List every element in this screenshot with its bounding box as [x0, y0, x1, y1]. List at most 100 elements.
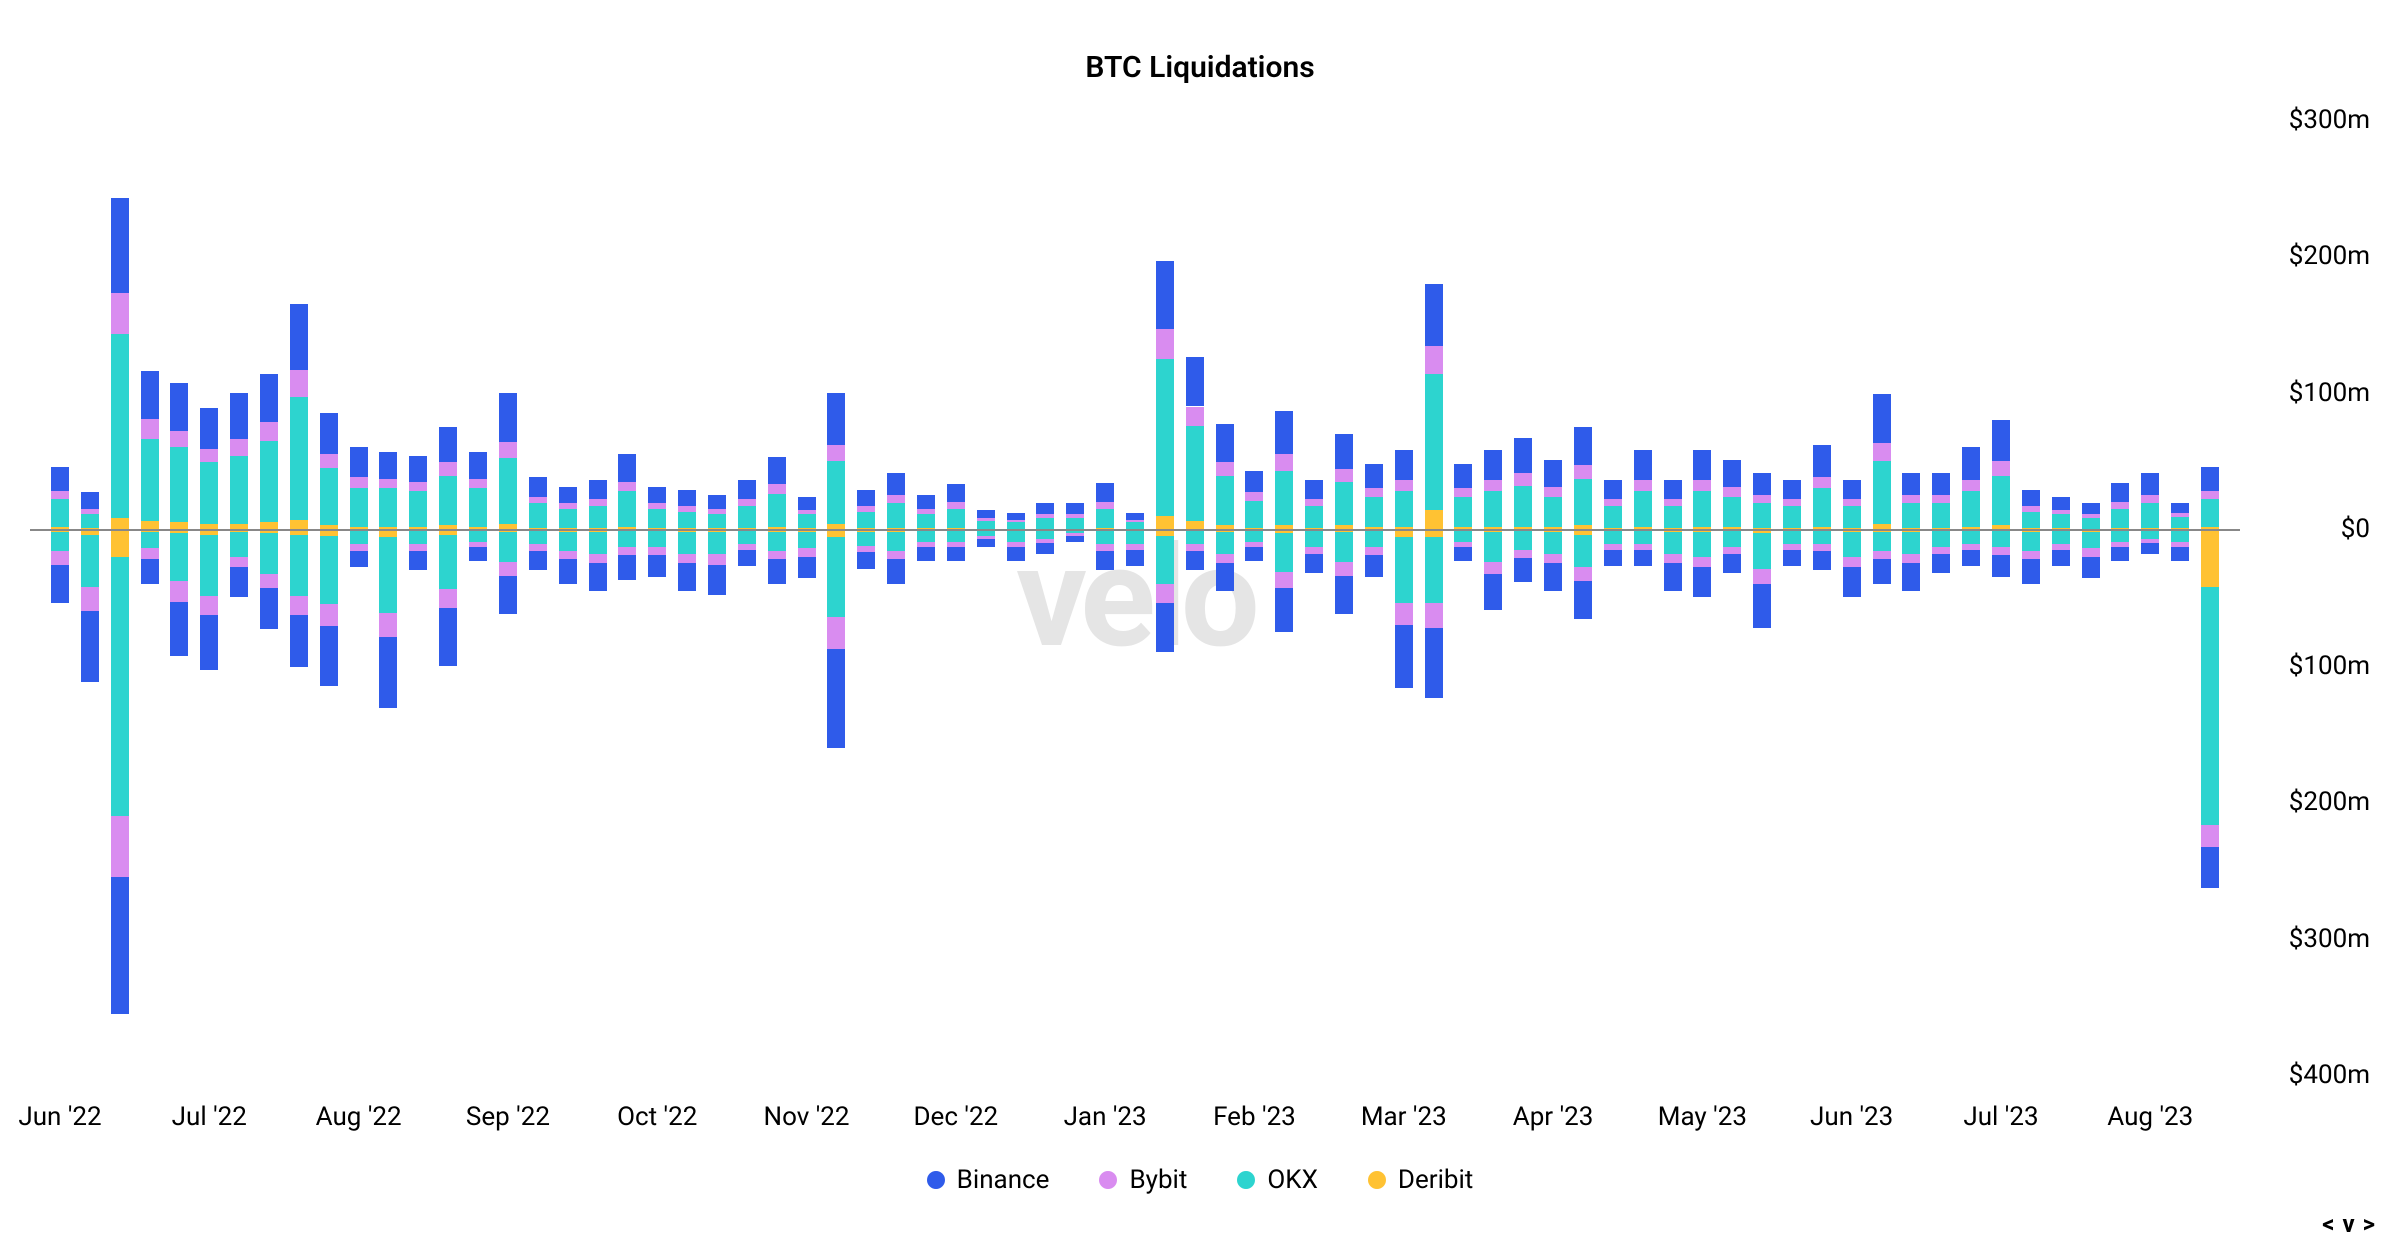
bar[interactable]	[1186, 120, 1204, 1075]
bar[interactable]	[559, 120, 577, 1075]
bar[interactable]	[1007, 120, 1025, 1075]
legend-label: Deribit	[1398, 1165, 1473, 1195]
bar[interactable]	[1783, 120, 1801, 1075]
bar[interactable]	[768, 120, 786, 1075]
bar[interactable]	[2082, 120, 2100, 1075]
bar[interactable]	[798, 120, 816, 1075]
bar[interactable]	[1902, 120, 1920, 1075]
bar[interactable]	[200, 120, 218, 1075]
legend-item-okx[interactable]: OKX	[1237, 1165, 1318, 1195]
bar[interactable]	[977, 120, 995, 1075]
bar-segment-binance	[1813, 551, 1831, 570]
bar[interactable]	[589, 120, 607, 1075]
bar[interactable]	[1813, 120, 1831, 1075]
bar-segment-bybit	[1902, 495, 1920, 503]
bar[interactable]	[1096, 120, 1114, 1075]
bar[interactable]	[290, 120, 308, 1075]
bar[interactable]	[260, 120, 278, 1075]
bar[interactable]	[1634, 120, 1652, 1075]
bar[interactable]	[1335, 120, 1353, 1075]
bar[interactable]	[1454, 120, 1472, 1075]
bar[interactable]	[2141, 120, 2159, 1075]
bar-segment-binance	[1454, 464, 1472, 489]
bar[interactable]	[618, 120, 636, 1075]
bar-segment-bybit	[529, 544, 547, 551]
bar[interactable]	[1992, 120, 2010, 1075]
bar-segment-okx	[1186, 426, 1204, 522]
bar[interactable]	[1753, 120, 1771, 1075]
bar[interactable]	[947, 120, 965, 1075]
bar[interactable]	[1693, 120, 1711, 1075]
bar-segment-bybit	[887, 551, 905, 559]
bar[interactable]	[499, 120, 517, 1075]
bar[interactable]	[857, 120, 875, 1075]
bar[interactable]	[1275, 120, 1293, 1075]
bar[interactable]	[1036, 120, 1054, 1075]
bar[interactable]	[1395, 120, 1413, 1075]
bar-segment-bybit	[1305, 499, 1323, 506]
bar-segment-bybit	[170, 581, 188, 601]
bar[interactable]	[1216, 120, 1234, 1075]
bar[interactable]	[2022, 120, 2040, 1075]
bar-segment-binance	[1335, 576, 1353, 614]
bar-segment-bybit	[1126, 520, 1144, 523]
bar[interactable]	[1723, 120, 1741, 1075]
bar-segment-binance	[1066, 503, 1084, 514]
bar-segment-binance	[1783, 480, 1801, 499]
bar[interactable]	[1245, 120, 1263, 1075]
legend-item-binance[interactable]: Binance	[927, 1165, 1050, 1195]
bar[interactable]	[1604, 120, 1622, 1075]
bar[interactable]	[1126, 120, 1144, 1075]
bar[interactable]	[1544, 120, 1562, 1075]
bar[interactable]	[1484, 120, 1502, 1075]
bar-segment-okx	[141, 532, 159, 548]
bar[interactable]	[2171, 120, 2189, 1075]
bar[interactable]	[469, 120, 487, 1075]
bar-segment-bybit	[827, 445, 845, 461]
bar[interactable]	[379, 120, 397, 1075]
bar[interactable]	[1574, 120, 1592, 1075]
bar-segment-binance	[529, 551, 547, 570]
bar[interactable]	[827, 120, 845, 1075]
bar-segment-binance	[1395, 450, 1413, 480]
bar[interactable]	[648, 120, 666, 1075]
bar[interactable]	[1365, 120, 1383, 1075]
bar[interactable]	[1932, 120, 1950, 1075]
bar[interactable]	[409, 120, 427, 1075]
bar[interactable]	[1066, 120, 1084, 1075]
bar[interactable]	[2052, 120, 2070, 1075]
bar[interactable]	[51, 120, 69, 1075]
bar[interactable]	[1843, 120, 1861, 1075]
bar[interactable]	[887, 120, 905, 1075]
bar[interactable]	[529, 120, 547, 1075]
bar-segment-binance	[1216, 563, 1234, 590]
bar[interactable]	[1425, 120, 1443, 1075]
bar[interactable]	[1664, 120, 1682, 1075]
bar[interactable]	[111, 120, 129, 1075]
bar-segment-okx	[768, 494, 786, 527]
bar[interactable]	[708, 120, 726, 1075]
bar[interactable]	[1873, 120, 1891, 1075]
bar[interactable]	[1305, 120, 1323, 1075]
bar[interactable]	[678, 120, 696, 1075]
bar-segment-binance	[320, 413, 338, 454]
bar[interactable]	[1962, 120, 1980, 1075]
bar[interactable]	[141, 120, 159, 1075]
bar[interactable]	[1514, 120, 1532, 1075]
bar[interactable]	[439, 120, 457, 1075]
bar[interactable]	[917, 120, 935, 1075]
bar[interactable]	[738, 120, 756, 1075]
bar[interactable]	[230, 120, 248, 1075]
bar[interactable]	[1156, 120, 1174, 1075]
bar[interactable]	[2201, 120, 2219, 1075]
y-tick-label: $400m	[2289, 1060, 2370, 1090]
legend-item-bybit[interactable]: Bybit	[1099, 1165, 1187, 1195]
bar-segment-binance	[1335, 434, 1353, 469]
bar[interactable]	[81, 120, 99, 1075]
bar[interactable]	[170, 120, 188, 1075]
legend-item-deribit[interactable]: Deribit	[1368, 1165, 1473, 1195]
bar-segment-okx	[917, 531, 935, 542]
bar[interactable]	[320, 120, 338, 1075]
bar[interactable]	[350, 120, 368, 1075]
bar[interactable]	[2111, 120, 2129, 1075]
